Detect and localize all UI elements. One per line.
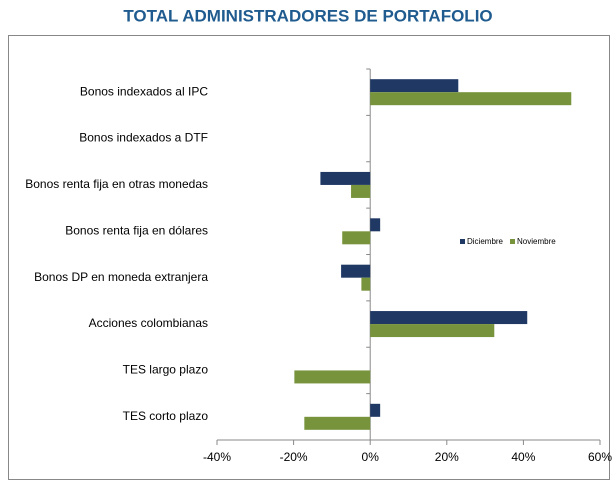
bar <box>294 370 371 384</box>
chart-frame <box>8 35 610 480</box>
bar <box>370 324 495 338</box>
legend-label: Diciembre <box>467 237 504 246</box>
y-tick-label: Bonos renta fija en dólares <box>65 223 208 237</box>
legend-swatch <box>460 239 465 244</box>
x-tick-label: 0% <box>362 450 380 464</box>
bar <box>304 416 371 430</box>
legend-label: Noviembre <box>517 237 556 246</box>
bar <box>370 311 528 325</box>
bar <box>361 277 371 291</box>
chart-title: TOTAL ADMINISTRADORES DE PORTAFOLIO <box>123 6 492 25</box>
x-tick-label: 20% <box>435 450 459 464</box>
x-tick-label: 60% <box>588 450 612 464</box>
legend-swatch <box>510 239 515 244</box>
bar <box>370 79 459 93</box>
y-tick-label: Bonos renta fija en otras monedas <box>25 177 208 191</box>
bar <box>320 171 371 185</box>
bar <box>351 184 371 198</box>
y-tick-label: TES corto plazo <box>123 409 209 423</box>
x-tick-label: -40% <box>203 450 231 464</box>
y-tick-label: Bonos DP en moneda extranjera <box>34 270 208 284</box>
x-tick-label: 40% <box>511 450 535 464</box>
y-tick-label: TES largo plazo <box>123 363 209 377</box>
bar <box>370 92 572 106</box>
bar <box>341 264 371 278</box>
y-tick-label: Bonos indexados al IPC <box>80 84 208 98</box>
y-tick-label: Bonos indexados a DTF <box>79 131 208 145</box>
bar <box>342 231 371 245</box>
bar <box>370 218 381 232</box>
y-tick-label: Acciones colombianas <box>89 316 208 330</box>
x-tick-label: -20% <box>280 450 308 464</box>
bar <box>370 403 381 417</box>
